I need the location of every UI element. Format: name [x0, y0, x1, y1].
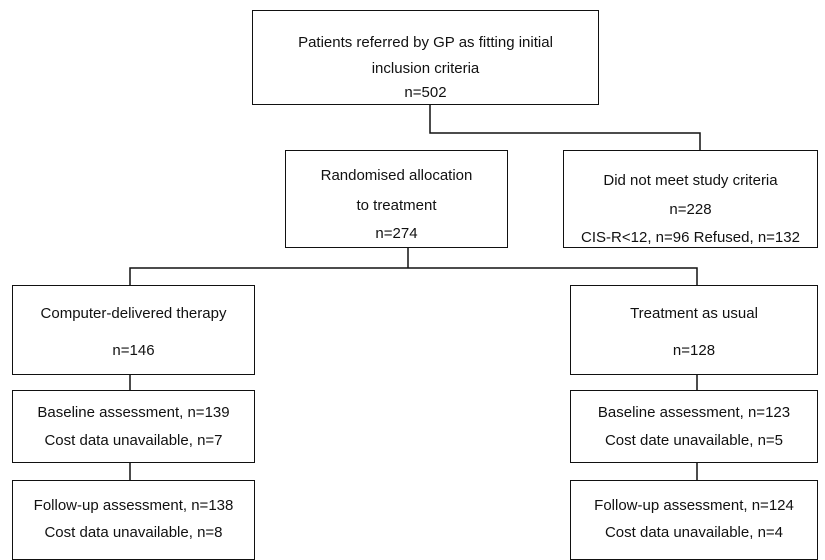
box-text: Cost date unavailable, n=5 [604, 432, 784, 449]
flow-box: Follow-up assessment, n=138 Cost data una… [12, 480, 255, 560]
box-text: to treatment [356, 197, 437, 214]
box-text: Treatment as usual [630, 305, 758, 322]
box-text: Patients referred by GP as fitting initi… [298, 34, 553, 51]
flow-box: Randomised allocation to treatment n=274 [285, 150, 508, 248]
box-text: Baseline assessment, n=123 [597, 404, 791, 421]
box-text: Follow-up assessment, n=138 [33, 497, 234, 514]
box-text: Baseline assessment, n=139 [37, 404, 230, 421]
flow-box: Did not meet study criteria n=228 CIS-R<12… [563, 150, 818, 248]
box-text: n=228 [669, 201, 712, 218]
flow-box: Baseline assessment, n=139 Cost data unav… [12, 390, 255, 463]
box-text: Cost data unavailable, n=8 [44, 524, 223, 541]
flow-box: Follow-up assessment, n=124 Cost data una… [570, 480, 818, 560]
box-text: Follow-up assessment, n=124 [594, 497, 794, 514]
box-text: n=146 [112, 342, 155, 359]
flow-box: Patients referred by GP as fitting initi… [252, 10, 599, 105]
flow-box: Computer-delivered therapy n=146 [12, 285, 255, 375]
box-text: n=502 [404, 84, 447, 101]
box-text: n=128 [672, 342, 716, 359]
box-text: Cost data unavailable, n=4 [604, 524, 784, 541]
box-text: Did not meet study criteria [603, 172, 778, 189]
connector [429, 105, 701, 150]
flow-box: Baseline assessment, n=123 Cost date unav… [570, 390, 818, 463]
connector [129, 267, 698, 285]
box-text: n=274 [375, 225, 418, 242]
flow-box: Treatment as usual n=128 [570, 285, 818, 375]
box-text: inclusion criteria [371, 60, 480, 77]
box-text: Cost data unavailable, n=7 [44, 432, 223, 449]
box-text: CIS-R<12, n=96 Refused, n=132 [581, 229, 800, 246]
box-text: Randomised allocation [320, 167, 473, 184]
box-text: Computer-delivered therapy [40, 305, 227, 322]
